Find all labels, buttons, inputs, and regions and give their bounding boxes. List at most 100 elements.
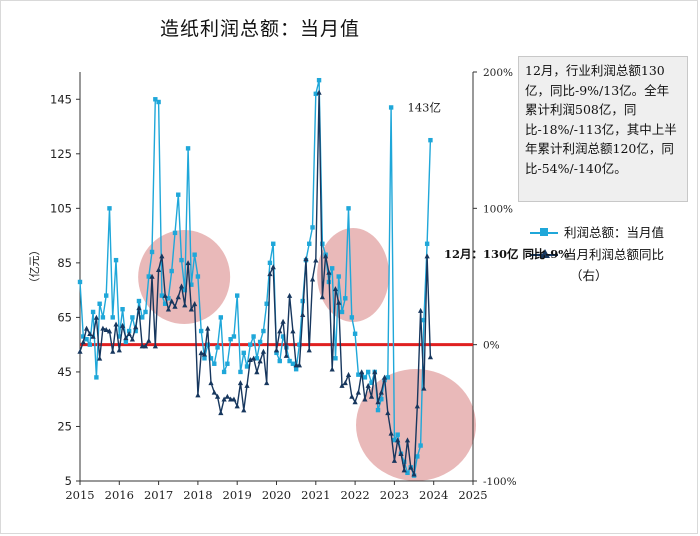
yoy-point xyxy=(169,298,175,304)
yoy-point xyxy=(205,325,211,331)
yoy-point xyxy=(123,335,129,341)
yoy-point xyxy=(408,464,414,470)
profit-point xyxy=(293,367,299,372)
profit-point xyxy=(176,192,181,197)
x-tick-label: 2017 xyxy=(144,488,173,502)
yoy-point xyxy=(237,380,244,386)
profit-point xyxy=(320,241,325,246)
profit-point xyxy=(218,315,224,320)
profit-point xyxy=(195,274,201,279)
profit-point xyxy=(123,339,129,345)
yoy-point xyxy=(113,321,119,327)
profit-point xyxy=(146,274,151,279)
profit-point xyxy=(395,432,400,437)
profit-point xyxy=(313,91,318,97)
yoy-point xyxy=(359,369,365,375)
yoy-point xyxy=(401,467,407,473)
profit-point xyxy=(182,287,188,293)
x-tick-label: 2018 xyxy=(183,488,212,502)
x-tick-label: 2023 xyxy=(380,488,409,502)
yoy-point xyxy=(83,325,90,331)
profit-point xyxy=(231,334,237,339)
yoy-point xyxy=(316,89,322,95)
yoy-point xyxy=(411,471,417,477)
profit-point xyxy=(375,407,381,413)
y-tick-label: 145 xyxy=(50,92,72,106)
x-tick-label: 2022 xyxy=(340,488,369,502)
yoy-point xyxy=(211,389,217,395)
yoy-point xyxy=(241,407,247,413)
yoy-point xyxy=(228,396,234,402)
yoy-point xyxy=(172,303,178,309)
yoy-point xyxy=(418,307,424,313)
yoy-point xyxy=(156,266,162,272)
yoy-point xyxy=(286,292,293,298)
yoy-point xyxy=(398,451,404,457)
yoy-point xyxy=(234,403,240,409)
y-tick-label: 85 xyxy=(57,256,72,270)
yoy-point xyxy=(198,350,204,356)
yoy-point xyxy=(201,351,208,357)
profit-point xyxy=(385,375,391,380)
profit-point xyxy=(225,361,230,366)
yoy-point xyxy=(126,331,132,337)
yoy-point xyxy=(355,389,361,395)
info-box: 12月，行业利润总额130亿，同比-9%/13亿。全年累计利润508亿，同比-1… xyxy=(518,56,688,202)
yoy-point xyxy=(195,392,201,398)
yoy-point xyxy=(326,269,332,275)
profit-point xyxy=(84,337,89,342)
yoy-point xyxy=(375,399,381,405)
yoy-point xyxy=(119,322,126,328)
page-title: 造纸利润总额：当月值 xyxy=(159,18,360,40)
yoy-point xyxy=(93,314,99,320)
yoy-point xyxy=(336,299,342,305)
profit-point xyxy=(221,369,227,375)
profit-point xyxy=(90,309,96,315)
x-tick-label: 2024 xyxy=(419,488,448,502)
yoy-point xyxy=(182,302,188,308)
x-tick-label: 2020 xyxy=(262,488,291,502)
yoy-point xyxy=(214,393,221,399)
yoy-point xyxy=(283,352,289,358)
profit-point xyxy=(287,358,292,364)
profit-point xyxy=(343,296,348,301)
profit-point xyxy=(349,315,355,320)
yoy-point xyxy=(90,333,96,339)
yoy-point xyxy=(323,253,329,259)
profit-point xyxy=(87,342,93,347)
legend-yoy-marker xyxy=(540,249,550,258)
profit-point xyxy=(198,328,204,334)
yoy-series xyxy=(77,89,434,477)
profit-point xyxy=(346,206,351,211)
profit-point xyxy=(238,369,243,375)
yoy-point xyxy=(103,326,109,332)
yoy-point xyxy=(257,358,263,364)
legend-yoy-sublabel: （右） xyxy=(570,268,608,283)
profit-point xyxy=(159,293,165,298)
yoy-point xyxy=(306,347,312,353)
profit-point xyxy=(257,339,263,345)
profit-point xyxy=(104,293,109,298)
profit-point xyxy=(336,274,341,279)
profit-point xyxy=(280,334,286,339)
yoy-point xyxy=(208,380,214,386)
profit-point xyxy=(339,309,345,315)
yoy-point xyxy=(303,256,309,262)
profit-point xyxy=(388,105,394,110)
profit-point xyxy=(140,315,145,320)
profit-point xyxy=(297,342,302,347)
profit-point xyxy=(166,296,171,301)
profit-point xyxy=(162,301,168,306)
profit-point xyxy=(81,334,86,339)
profit-point xyxy=(136,298,142,304)
profit-point xyxy=(261,328,266,334)
yoy-point xyxy=(277,328,283,334)
yoy-point xyxy=(349,393,355,399)
profit-point xyxy=(126,328,132,334)
profit-point xyxy=(300,298,305,304)
yoy-point xyxy=(391,457,397,463)
profit-point xyxy=(402,459,407,465)
legend: 利润总额：当月值 当月利润总额同比 （右） xyxy=(530,222,695,283)
y2-tick-label: 0% xyxy=(483,340,500,352)
